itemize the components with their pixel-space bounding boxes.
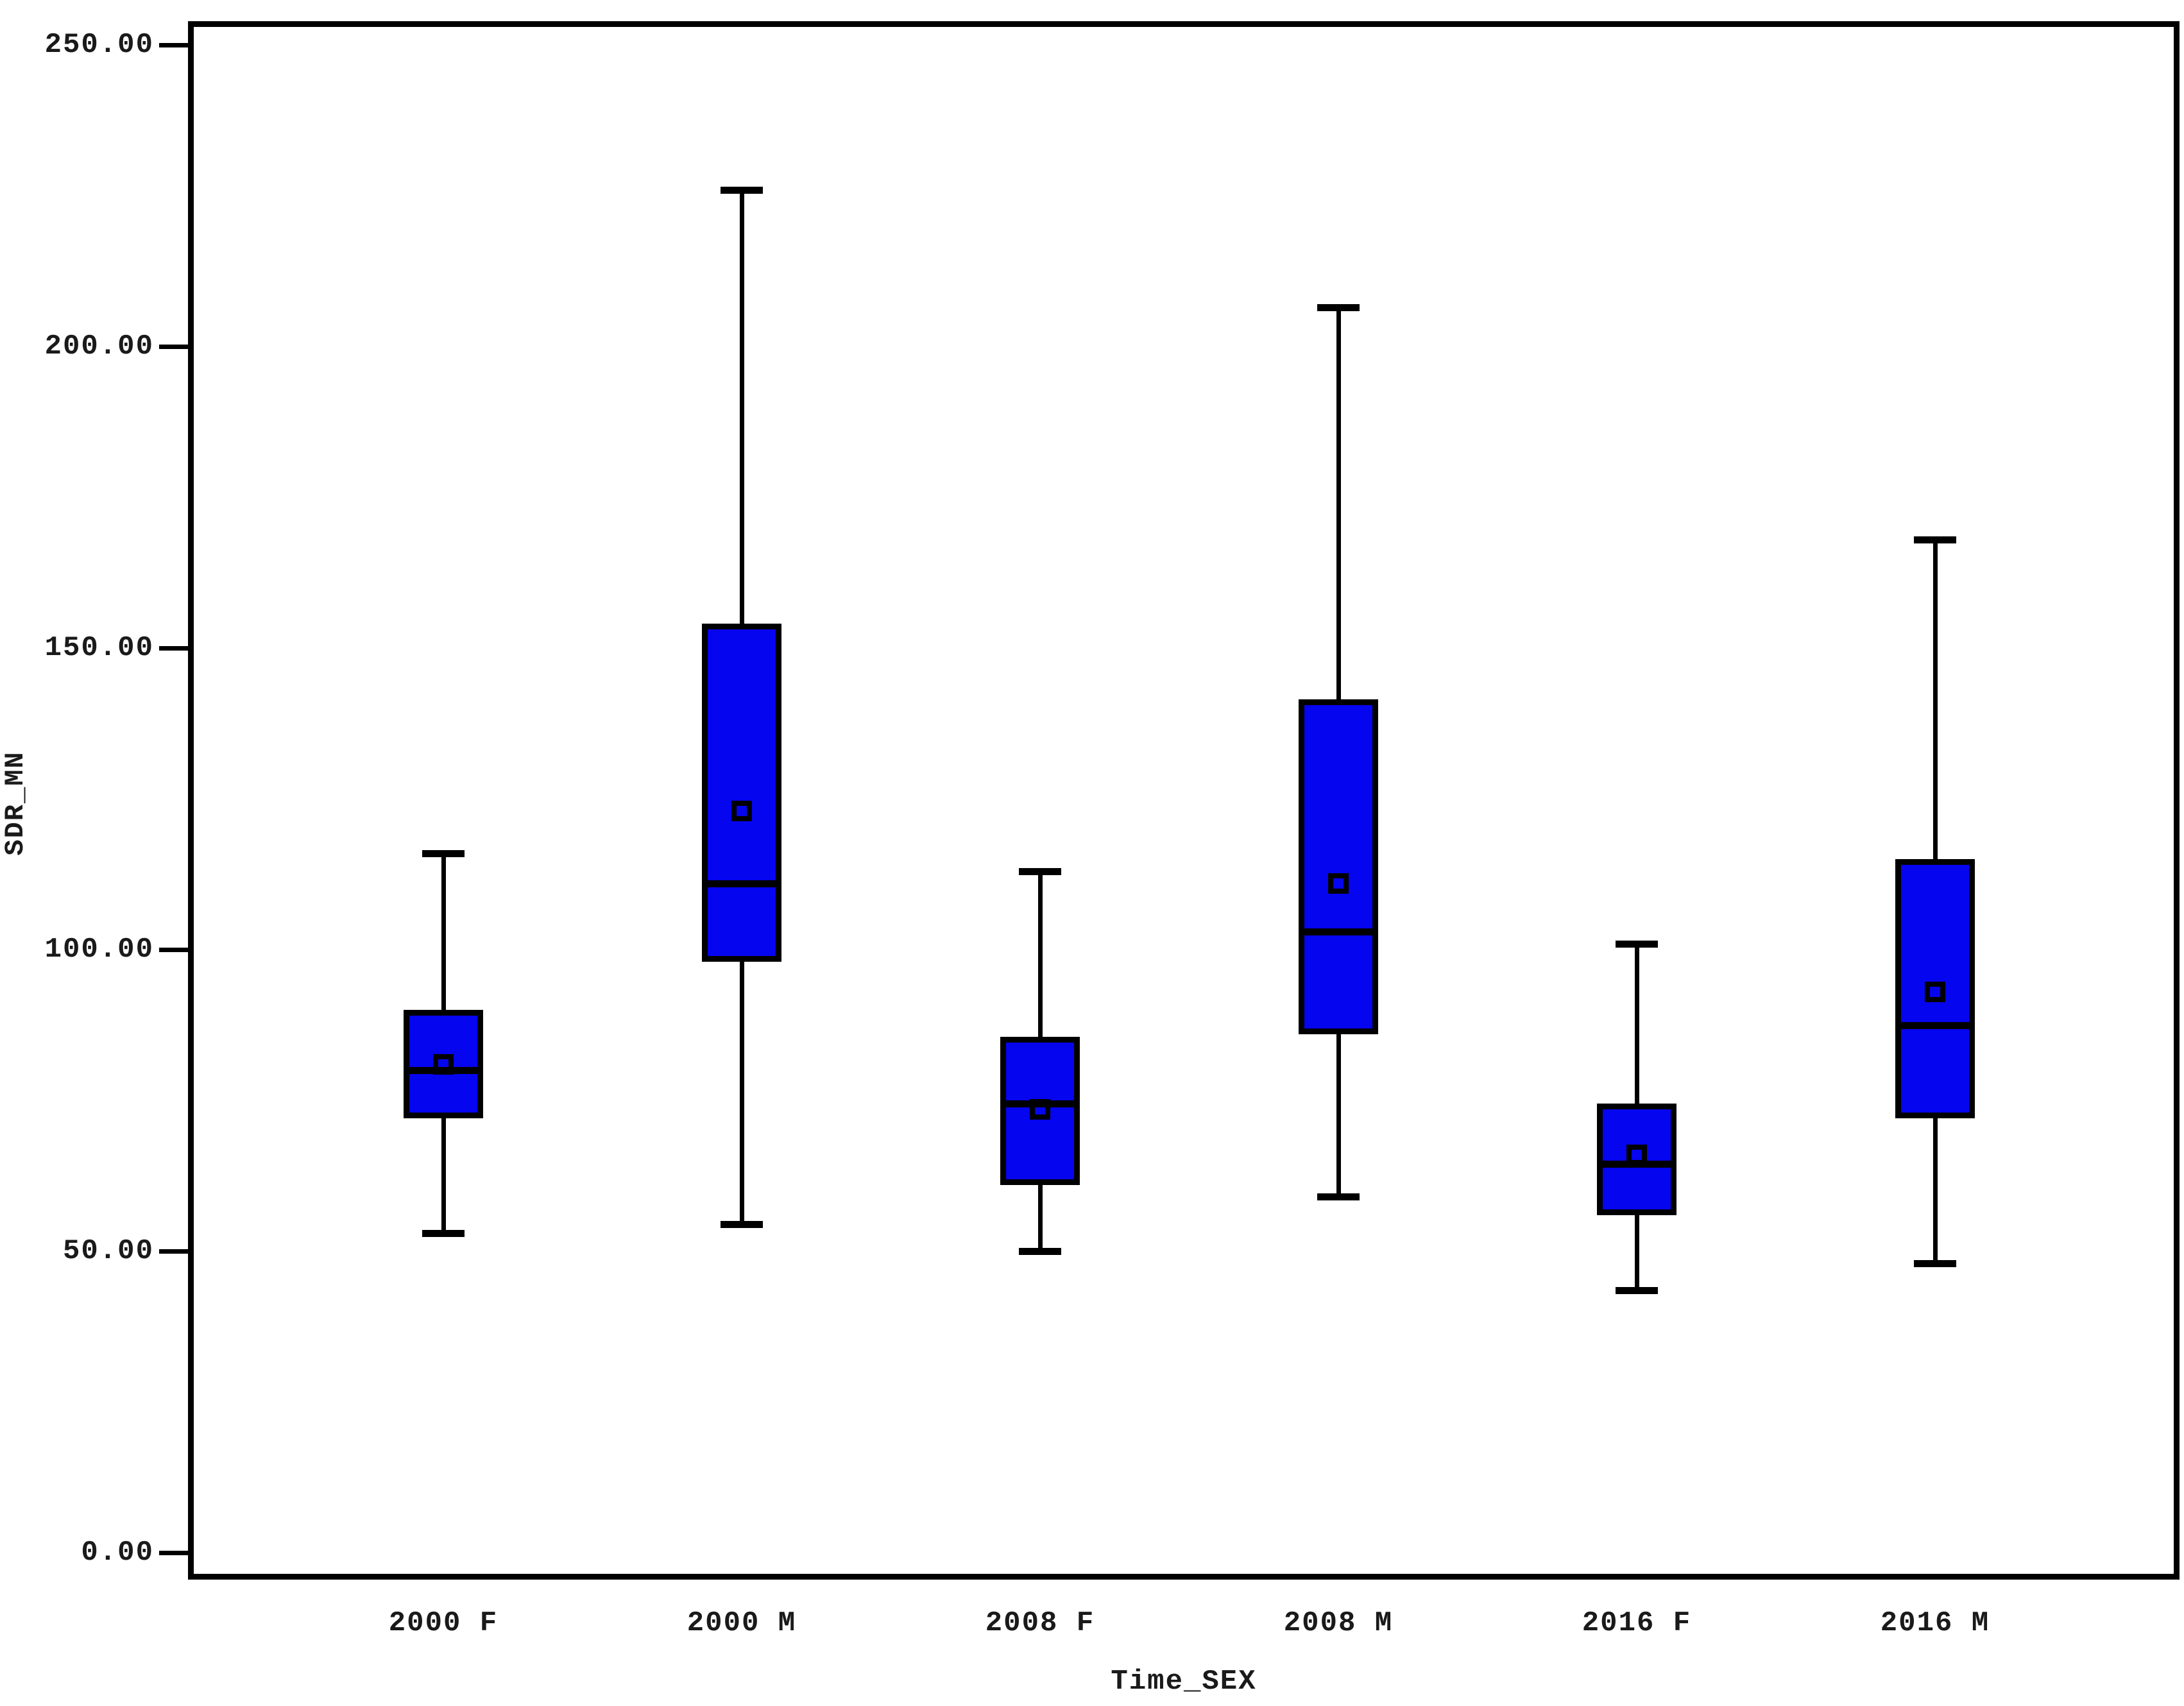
y-axis-tick	[159, 1551, 188, 1555]
y-axis-tick-label: 200.00	[44, 330, 154, 363]
whisker-upper	[441, 853, 446, 1010]
y-axis-tick-label: 0.00	[81, 1537, 154, 1569]
y-axis-tick	[159, 948, 188, 952]
mean-marker	[1030, 1099, 1050, 1120]
y-axis-tick	[159, 345, 188, 349]
whisker-cap-lower	[721, 1220, 763, 1228]
y-axis-tick	[159, 646, 188, 651]
mean-marker	[1626, 1144, 1647, 1165]
iqr-box[interactable]	[1895, 859, 1975, 1119]
y-axis-tick-label: 50.00	[62, 1235, 154, 1267]
y-axis-tick-label: 100.00	[44, 934, 154, 966]
mean-marker	[1328, 873, 1349, 894]
x-axis-category-label: 2000 F	[388, 1607, 499, 1639]
x-axis-title: Time_SEX	[1111, 1666, 1257, 1698]
y-axis-title: SDR_MN	[0, 751, 31, 856]
whisker-upper	[740, 189, 744, 624]
x-axis-category-label: 2000 M	[687, 1607, 797, 1639]
x-axis-category-label: 2016 F	[1582, 1607, 1692, 1639]
whisker-upper	[1336, 307, 1341, 699]
whisker-cap-upper	[1019, 867, 1061, 875]
whisker-lower	[1635, 1215, 1639, 1291]
whisker-cap-upper	[1616, 940, 1658, 948]
iqr-box[interactable]	[1299, 699, 1378, 1034]
x-axis-category-label: 2016 M	[1880, 1607, 1990, 1639]
iqr-box[interactable]	[702, 624, 781, 962]
whisker-cap-lower	[1616, 1287, 1658, 1295]
y-axis-tick	[159, 43, 188, 47]
y-axis-tick-label: 150.00	[44, 632, 154, 664]
x-axis-category-label: 2008 M	[1283, 1607, 1394, 1639]
whisker-upper	[1933, 539, 1938, 859]
median-line	[702, 880, 781, 887]
iqr-box[interactable]	[1597, 1103, 1676, 1215]
iqr-box[interactable]	[1000, 1037, 1080, 1185]
y-axis-tick	[159, 1249, 188, 1254]
whisker-cap-upper	[1317, 303, 1360, 311]
whisker-cap-upper	[1914, 536, 1956, 543]
whisker-lower	[1336, 1034, 1341, 1197]
whisker-cap-lower	[422, 1229, 465, 1237]
mean-marker	[433, 1053, 454, 1075]
median-line	[1895, 1021, 1975, 1029]
whisker-lower	[740, 961, 744, 1224]
whisker-cap-lower	[1914, 1259, 1956, 1267]
whisker-cap-lower	[1317, 1193, 1360, 1201]
whisker-cap-upper	[721, 186, 763, 194]
median-line	[1299, 928, 1378, 935]
whisker-lower	[1038, 1184, 1043, 1251]
whisker-cap-lower	[1019, 1248, 1061, 1255]
whisker-upper	[1038, 871, 1043, 1037]
y-axis-tick-label: 250.00	[44, 29, 154, 61]
mean-marker	[1925, 981, 1945, 1002]
x-axis-category-label: 2008 F	[985, 1607, 1095, 1639]
whisker-cap-upper	[422, 849, 465, 857]
iqr-box[interactable]	[404, 1010, 483, 1119]
whisker-lower	[1933, 1118, 1938, 1263]
plot-area	[188, 21, 2180, 1580]
whisker-lower	[441, 1118, 446, 1233]
whisker-upper	[1635, 943, 1639, 1104]
mean-marker	[731, 800, 752, 821]
